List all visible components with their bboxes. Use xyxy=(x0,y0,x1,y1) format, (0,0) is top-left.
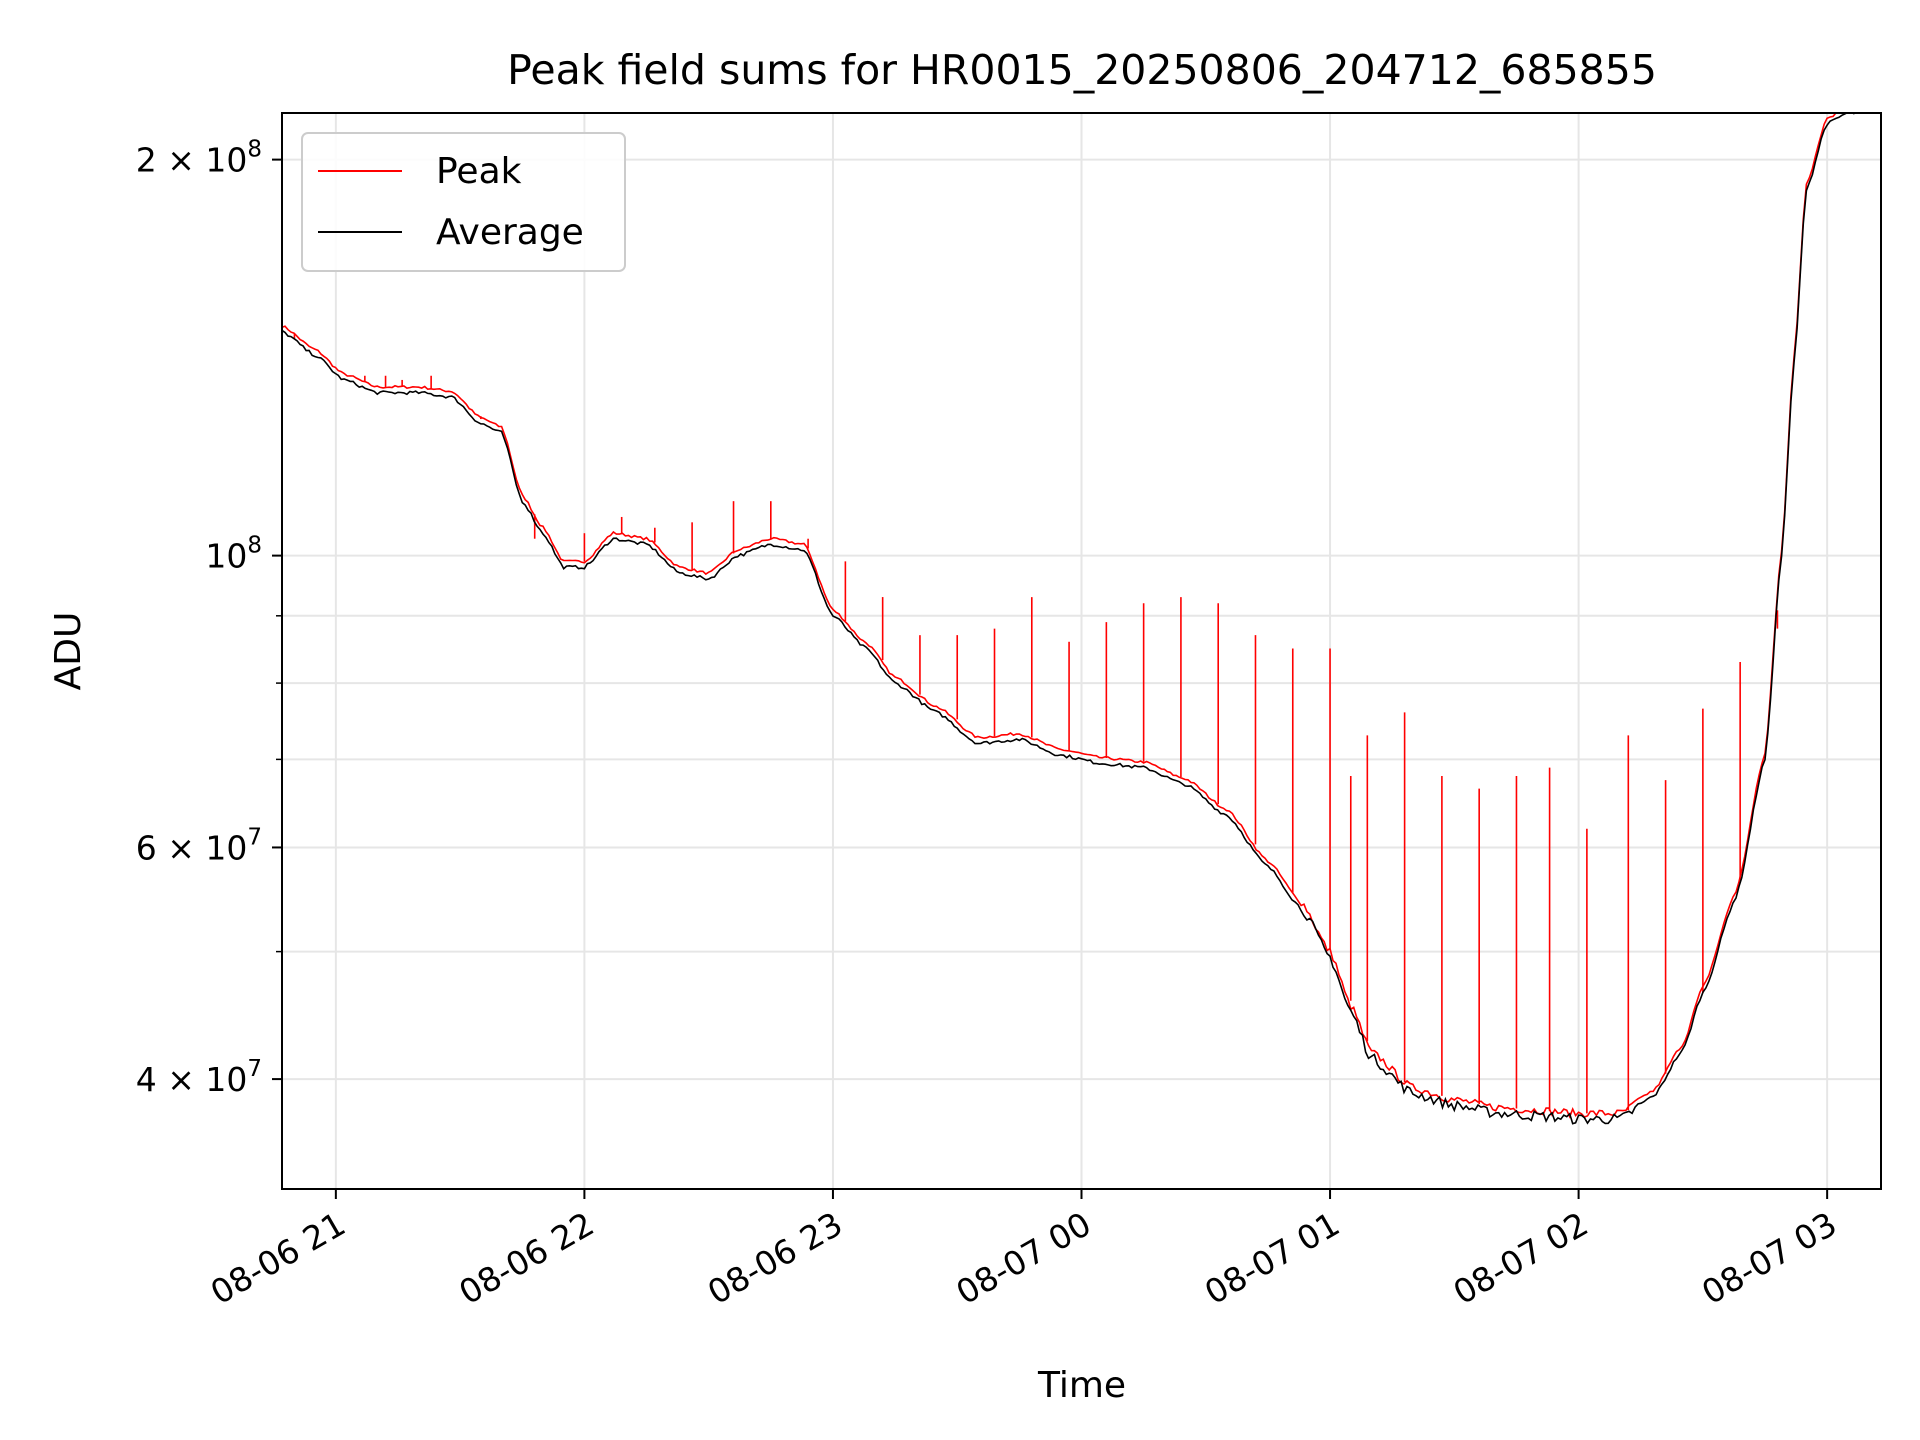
y-tick-label: 108 xyxy=(205,533,262,576)
legend-peak-label: Peak xyxy=(436,151,522,192)
y-tick-label: 2 × 108 xyxy=(136,137,262,180)
y-axis-ticks: 4 × 107 6 × 107 108 2 × 108 xyxy=(136,137,282,1099)
series-layer xyxy=(282,113,1866,1125)
series-average-line xyxy=(282,113,1866,1125)
chart-title: Peak field sums for HR0015_20250806_2047… xyxy=(507,46,1657,94)
series-peak-line xyxy=(282,113,1840,1119)
x-axis-label: Time xyxy=(1037,1365,1126,1406)
y-tick-label: 4 × 107 xyxy=(136,1056,262,1099)
y-axis-label: ADU xyxy=(48,612,89,691)
y-tick-label: 6 × 107 xyxy=(136,824,262,867)
legend-average-label: Average xyxy=(436,212,584,253)
legend: Peak Average xyxy=(301,132,626,272)
